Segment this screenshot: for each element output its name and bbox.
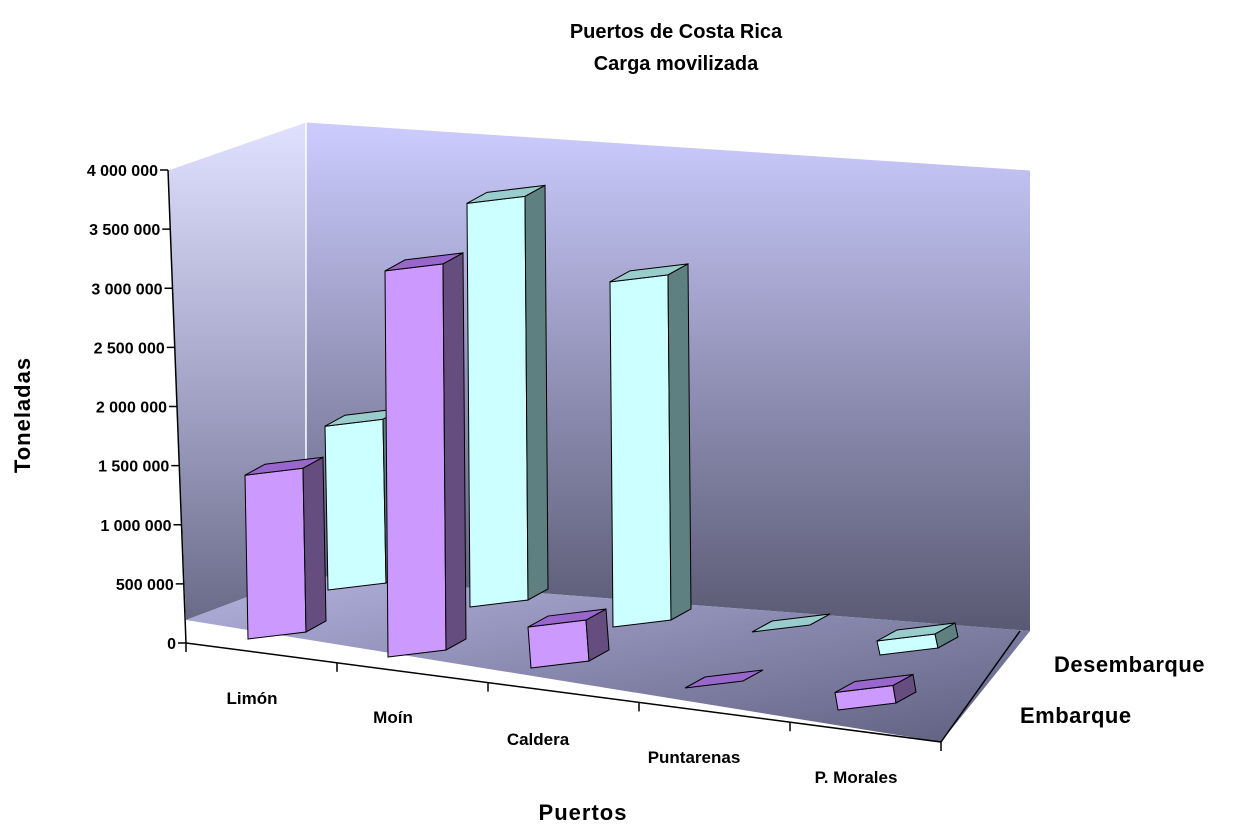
bar-front	[324, 418, 387, 591]
x-tick-label: Puntarenas	[648, 748, 741, 767]
chart-subtitle: Carga movilizada	[594, 53, 759, 75]
x-axis-line	[185, 642, 942, 743]
bar-top	[384, 252, 464, 272]
bar-front	[244, 467, 307, 640]
x-tick-label: Limón	[227, 689, 278, 708]
bars	[244, 184, 959, 711]
depth-axis-line	[940, 630, 1021, 743]
y-tick-label: 1 500 000	[98, 459, 169, 476]
y-tick-label: 3 500 000	[89, 222, 160, 239]
bar-desembarque	[876, 622, 959, 656]
y-tick-label: 4 000 000	[87, 163, 158, 180]
series-label-embarque: Embarque	[1020, 703, 1132, 728]
bar-embarque	[834, 673, 917, 711]
bar-desembarque	[751, 613, 831, 633]
y-tick-label: 500 000	[116, 577, 174, 594]
bar-side	[667, 263, 692, 621]
x-axis-title: Puertos	[539, 800, 628, 825]
y-tick-label: 2 000 000	[96, 400, 167, 417]
x-tick-label: Caldera	[507, 730, 570, 749]
bar-desembarque	[466, 184, 549, 608]
bar-side	[524, 184, 549, 601]
chart-title: Puertos de Costa Rica	[570, 21, 783, 43]
bar-side	[442, 252, 467, 651]
bar-desembarque	[609, 263, 692, 628]
bar-top	[834, 673, 914, 693]
wall-edge-top	[305, 121, 1031, 171]
bar-top	[751, 613, 831, 633]
x-tick-label: P. Morales	[815, 768, 898, 787]
bar-embarque	[527, 608, 610, 669]
series-label-desembarque: Desembarque	[1054, 652, 1205, 677]
bar-top	[876, 622, 956, 642]
bar-front	[527, 619, 590, 669]
bar-front	[384, 263, 447, 658]
wall-edge-side	[167, 121, 307, 171]
bar-side	[302, 456, 327, 633]
bar-top	[466, 184, 546, 204]
bar-top	[244, 456, 324, 476]
y-axis-title: Toneladas	[10, 357, 35, 473]
x-tick-label: Moín	[373, 708, 413, 727]
bar-top	[527, 608, 607, 628]
bar-top	[609, 263, 689, 283]
y-axis-ticks: 0 500 000 1 000 000 1 500 000 2 000 000 2 500…	[87, 163, 186, 653]
y-tick-label: 2 500 000	[94, 340, 165, 357]
bar-front	[609, 274, 672, 628]
bar-top	[684, 669, 764, 689]
x-axis-ticks: Limón Moín Caldera Puntarenas P. Morales	[185, 643, 942, 787]
bar-embarque	[684, 669, 764, 689]
bar-front	[466, 195, 529, 608]
y-tick-label: 0	[167, 636, 176, 653]
y-tick-label: 1 000 000	[100, 518, 171, 535]
bar-embarque	[384, 252, 467, 658]
y-tick-label: 3 000 000	[91, 281, 162, 298]
bar-embarque	[244, 456, 327, 640]
